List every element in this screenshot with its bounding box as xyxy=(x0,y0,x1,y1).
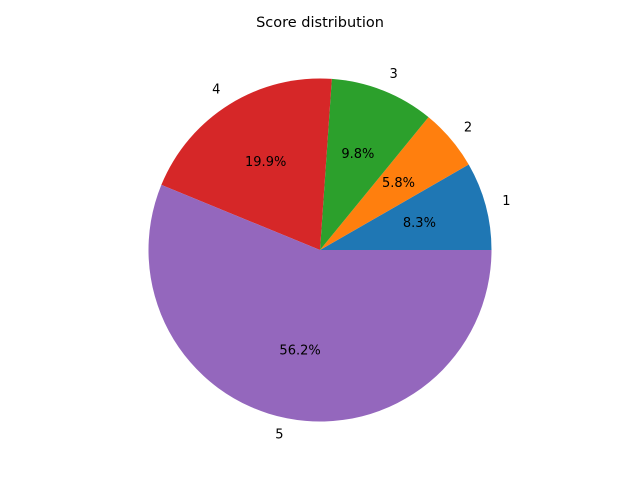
slice-percent-label: 19.9% xyxy=(245,155,286,170)
slice-percent-label: 56.2% xyxy=(279,343,320,358)
slice-percent-label: 9.8% xyxy=(341,147,374,162)
pie-slice-3 xyxy=(320,78,429,250)
slice-category-label: 4 xyxy=(212,82,220,97)
chart-title: Score distribution xyxy=(256,15,384,31)
pie-slice-1 xyxy=(320,164,492,250)
slice-percent-label: 5.8% xyxy=(382,176,415,191)
pie-slices xyxy=(148,78,492,422)
slice-percent-label: 8.3% xyxy=(403,216,436,231)
pie-slice-2 xyxy=(320,117,469,250)
pie-slice-4 xyxy=(161,78,332,251)
slice-category-label: 2 xyxy=(464,120,472,135)
pie-slice-5 xyxy=(148,184,492,422)
slice-category-label: 1 xyxy=(502,194,510,209)
slice-category-label: 3 xyxy=(389,67,397,82)
slice-category-label: 5 xyxy=(275,428,283,443)
pie-labels: 1 8.3% 2 5.8% 3 9.8% 4 19.9% 5 56.2% xyxy=(212,67,510,442)
